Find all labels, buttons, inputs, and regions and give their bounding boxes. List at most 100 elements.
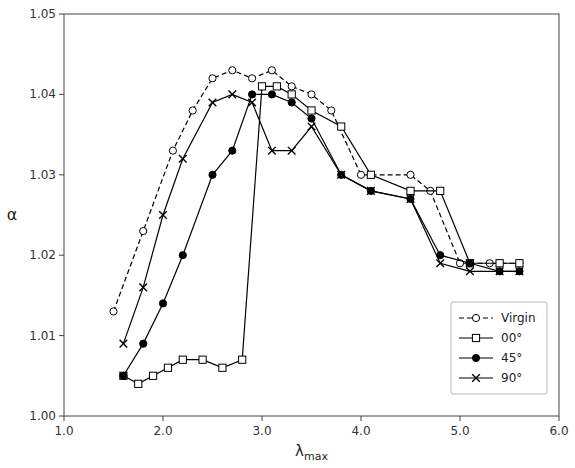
legend-frame xyxy=(451,302,547,394)
data-point xyxy=(337,171,345,179)
marker-stroke xyxy=(288,147,296,155)
marker-stroke xyxy=(496,267,504,275)
data-point xyxy=(308,115,315,122)
data-point xyxy=(516,260,523,267)
data-point xyxy=(466,260,473,267)
data-point xyxy=(268,67,275,74)
marker-stroke xyxy=(268,147,276,155)
x-tick-label: 6.0 xyxy=(549,424,568,438)
marker-stroke xyxy=(472,374,480,382)
marker-stroke xyxy=(229,91,237,99)
marker-stroke xyxy=(367,187,375,195)
x-tick xyxy=(64,416,65,421)
data-point xyxy=(120,372,127,379)
legend-label: Virgin xyxy=(501,311,536,325)
marker-stroke xyxy=(496,267,504,275)
data-point xyxy=(120,372,127,379)
x-tick-label: 1.0 xyxy=(54,424,73,438)
data-point xyxy=(120,340,128,348)
y-tick xyxy=(59,255,64,256)
data-point xyxy=(273,83,280,90)
legend-label: 90° xyxy=(501,371,522,385)
data-point xyxy=(407,195,415,203)
data-point xyxy=(179,155,187,163)
data-point xyxy=(436,259,444,267)
marker-stroke xyxy=(120,340,128,348)
x-tick-label: 4.0 xyxy=(351,424,370,438)
data-point xyxy=(169,147,176,154)
data-point xyxy=(516,267,524,275)
legend-marker xyxy=(472,374,480,382)
x-tick xyxy=(163,416,164,421)
marker-stroke xyxy=(139,284,147,292)
data-point xyxy=(258,83,265,90)
legend-marker xyxy=(472,334,479,341)
data-point xyxy=(110,308,117,315)
x-axis-label: λmax xyxy=(295,442,328,463)
marker-stroke xyxy=(120,340,128,348)
marker-stroke xyxy=(466,267,474,275)
y-tick-label: 1.04 xyxy=(29,87,56,101)
data-point xyxy=(229,67,236,74)
y-tick xyxy=(59,335,64,336)
plot-frame xyxy=(64,14,559,416)
x-tick-label: 5.0 xyxy=(450,424,469,438)
data-point xyxy=(140,340,147,347)
data-point xyxy=(239,356,246,363)
marker-stroke xyxy=(229,91,237,99)
marker-stroke xyxy=(288,147,296,155)
marker-stroke xyxy=(268,147,276,155)
data-point xyxy=(466,260,473,267)
data-point xyxy=(209,75,216,82)
data-point xyxy=(496,267,504,275)
legend-marker xyxy=(472,354,479,361)
y-tick-label: 1.05 xyxy=(29,7,56,21)
marker-stroke xyxy=(179,155,187,163)
data-point xyxy=(367,187,375,195)
data-point xyxy=(466,267,474,275)
data-point xyxy=(407,171,414,178)
marker-stroke xyxy=(337,171,345,179)
data-point xyxy=(249,91,256,98)
data-point xyxy=(159,211,167,219)
data-point xyxy=(209,171,216,178)
data-point xyxy=(209,99,217,107)
marker-stroke xyxy=(308,123,316,131)
x-axis-label-main: λ xyxy=(295,442,304,460)
marker-stroke xyxy=(209,99,217,107)
data-point xyxy=(150,372,157,379)
marker-stroke xyxy=(472,374,480,382)
data-point xyxy=(248,99,256,107)
x-tick-label: 3.0 xyxy=(252,424,271,438)
data-point xyxy=(268,147,276,155)
marker-stroke xyxy=(407,195,415,203)
data-point xyxy=(308,91,315,98)
data-point xyxy=(159,300,166,307)
data-point xyxy=(229,91,237,99)
marker-stroke xyxy=(159,211,167,219)
data-point xyxy=(140,227,147,234)
data-point xyxy=(338,123,345,130)
y-tick-label: 1.02 xyxy=(29,248,56,262)
legend-marker xyxy=(472,314,479,321)
y-tick xyxy=(59,416,64,417)
y-tick xyxy=(59,94,64,95)
data-point xyxy=(407,187,414,194)
marker-stroke xyxy=(516,267,524,275)
chart: 1.02.03.04.05.06.01.001.011.021.031.041.… xyxy=(0,0,575,468)
data-point xyxy=(357,171,364,178)
y-tick-label: 1.00 xyxy=(29,409,56,423)
plot-area xyxy=(64,14,559,416)
marker-stroke xyxy=(308,123,316,131)
data-point xyxy=(496,260,503,267)
x-tick xyxy=(559,416,560,421)
marker-stroke xyxy=(159,211,167,219)
data-point xyxy=(288,91,295,98)
data-point xyxy=(288,99,295,106)
data-point xyxy=(338,171,345,178)
marker-stroke xyxy=(337,171,345,179)
data-point xyxy=(288,147,296,155)
legend-label: 45° xyxy=(501,351,522,365)
data-point xyxy=(367,171,374,178)
data-point xyxy=(139,284,147,292)
